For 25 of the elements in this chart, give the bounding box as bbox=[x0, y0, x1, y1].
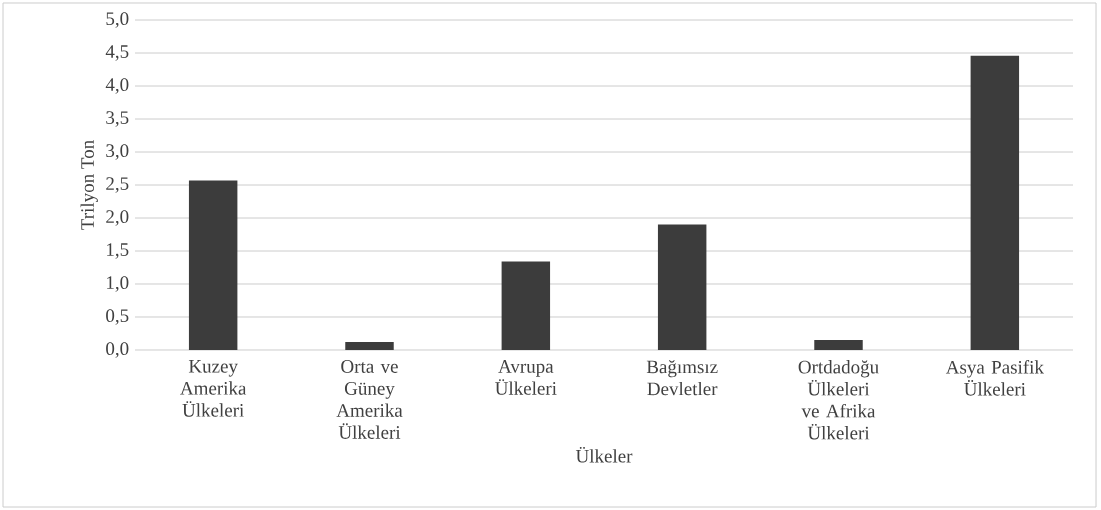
x-tick-label: Asya Pasifik Ülkeleri bbox=[945, 360, 1044, 396]
bar bbox=[970, 55, 1020, 350]
y-tick-label: 4,5 bbox=[105, 45, 129, 61]
y-axis-title: Trilyon Ton bbox=[80, 140, 98, 230]
x-tick-label: Orta ve Güney Amerika Ülkeleri bbox=[336, 360, 403, 439]
bar bbox=[188, 180, 238, 350]
y-tick-label: 1,5 bbox=[107, 243, 129, 259]
y-tick-label: 5,0 bbox=[106, 12, 129, 28]
x-tick-label: Bağımsız Devletler bbox=[646, 360, 718, 396]
x-tick-label: Ortdadoğu Ülkeleri ve Afrika Ülkeleri bbox=[798, 360, 879, 440]
y-tick-label: 1,0 bbox=[107, 276, 129, 292]
x-tick-label: Kuzey Amerika Ülkeleri bbox=[180, 360, 247, 417]
bar bbox=[657, 224, 707, 350]
bar bbox=[814, 340, 863, 350]
y-tick-label: 2,5 bbox=[106, 177, 129, 193]
y-tick-label: 4,0 bbox=[105, 78, 129, 94]
y-tick-label: 3,0 bbox=[106, 144, 129, 160]
y-tick-label: 0,5 bbox=[106, 309, 129, 325]
y-tick-label: 3,5 bbox=[106, 111, 129, 127]
bar bbox=[501, 261, 551, 350]
y-tick-label: 0,0 bbox=[106, 342, 129, 358]
y-tick-label: 2,0 bbox=[106, 210, 129, 226]
bar bbox=[345, 342, 394, 350]
x-axis-title: Ülkeler bbox=[575, 447, 633, 463]
x-tick-label: Avrupa Ülkeleri bbox=[495, 360, 557, 395]
